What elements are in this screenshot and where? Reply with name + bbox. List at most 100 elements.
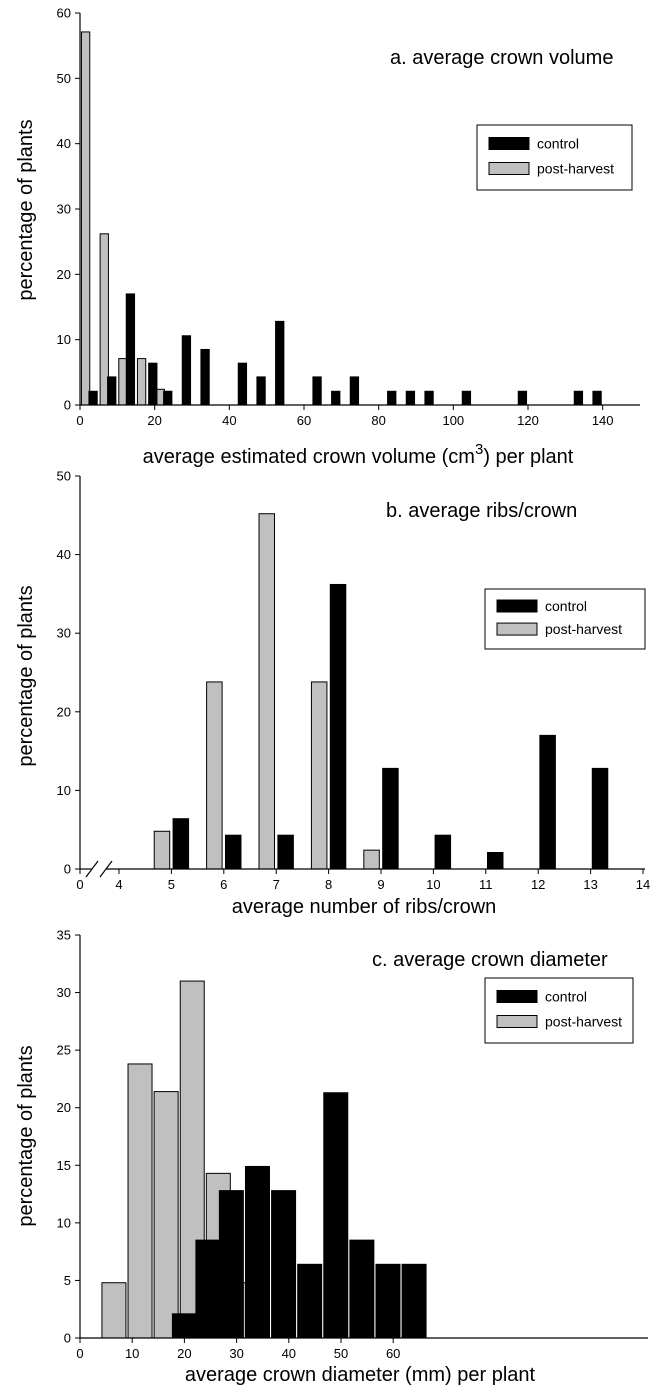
- control-bar: [256, 376, 266, 406]
- control-bar: [297, 1263, 323, 1339]
- x-tick-label: 80: [371, 413, 385, 428]
- control-bar: [312, 376, 322, 406]
- control-bar: [387, 390, 397, 406]
- x-tick-label: 60: [386, 1346, 400, 1361]
- post-harvest-legend-swatch: [496, 1015, 538, 1028]
- x-tick-label: 14: [636, 877, 650, 892]
- x-tick-label: 140: [592, 413, 614, 428]
- post-harvest-bar: [258, 513, 276, 870]
- x-tick-label: 40: [282, 1346, 296, 1361]
- control-bar: [349, 1239, 375, 1339]
- legend: control post-harvest: [476, 124, 633, 191]
- control-bar: [329, 583, 347, 870]
- post-harvest-legend-label: post-harvest: [545, 1014, 622, 1030]
- x-tick-label: 6: [220, 877, 227, 892]
- control-bar: [592, 390, 602, 406]
- x-tick-label: 20: [177, 1346, 191, 1361]
- y-tick-label: 0: [64, 862, 71, 877]
- control-bar: [181, 335, 192, 406]
- post-harvest-bar: [136, 358, 147, 406]
- post-harvest-legend-swatch: [488, 162, 530, 175]
- post-harvest-legend-label: post-harvest: [537, 161, 614, 177]
- x-tick-label: 13: [583, 877, 597, 892]
- control-legend-label: control: [545, 598, 587, 614]
- chart-panel-3: 0 5 10 15 20 25 30 35 0 10 20 30 40 50 60 c. average cr…: [15, 928, 648, 1386]
- y-tick-label: 10: [57, 783, 71, 798]
- control-bar: [244, 1165, 270, 1339]
- chart-panel-2: 0 10 20 30 40 50 0 4 5 6 7 8 9 10 11 12 13 14 b. average r…: [15, 469, 650, 919]
- chart-panel-1: 0 10 20 30 40 50 60 0 20 40 60 80 100 120 140 a. averag…: [15, 6, 640, 468]
- legend: control post-harvest: [484, 977, 634, 1044]
- post-harvest-bar: [80, 31, 91, 406]
- x-tick-label: 40: [222, 413, 236, 428]
- x-tick-label: 0: [76, 877, 83, 892]
- x-tick-label: 5: [168, 877, 175, 892]
- x-tick-label: 0: [76, 1346, 83, 1361]
- axis-break-mark: [99, 860, 113, 878]
- control-bar: [486, 851, 504, 870]
- control-bar: [401, 1263, 427, 1339]
- x-axis-label: average estimated crown volume (cm3) per…: [143, 441, 574, 468]
- control-legend-swatch: [488, 137, 530, 150]
- control-bar: [224, 834, 242, 870]
- y-tick-label: 50: [57, 469, 71, 484]
- y-tick-label: 25: [57, 1043, 71, 1058]
- chart-title: a. average crown volume: [390, 47, 613, 69]
- post-harvest-bar: [101, 1282, 127, 1339]
- x-tick-label: 11: [479, 877, 493, 892]
- control-bar: [573, 390, 584, 406]
- x-axis-label-main: average estimated crown volume (cm: [143, 446, 475, 468]
- control-bar: [107, 376, 117, 406]
- y-tick-label: 30: [57, 985, 71, 1000]
- control-legend-label: control: [545, 989, 587, 1005]
- control-legend-label: control: [537, 136, 579, 152]
- x-tick-label: 4: [115, 877, 122, 892]
- x-tick-label: 20: [147, 413, 161, 428]
- control-bar: [375, 1263, 401, 1339]
- y-tick-label: 20: [57, 704, 71, 719]
- control-bar: [517, 390, 528, 406]
- control-bar: [277, 834, 294, 870]
- post-harvest-bar: [153, 830, 171, 870]
- y-tick-label: 0: [64, 398, 71, 413]
- y-tick-label: 5: [64, 1273, 71, 1288]
- control-bar: [405, 390, 416, 406]
- control-bar: [539, 734, 556, 870]
- post-harvest-bar: [310, 681, 328, 870]
- y-axis-label: percentage of plants: [15, 119, 37, 300]
- x-tick-label: 10: [426, 877, 440, 892]
- post-harvest-legend-swatch: [496, 622, 538, 636]
- x-tick-label: 100: [442, 413, 464, 428]
- post-harvest-legend-label: post-harvest: [545, 621, 622, 637]
- x-tick-label: 10: [125, 1346, 139, 1361]
- x-tick-label: 120: [517, 413, 539, 428]
- control-bar: [200, 348, 210, 406]
- y-tick-label: 15: [57, 1158, 71, 1173]
- y-tick-label: 10: [57, 332, 71, 347]
- control-bar: [271, 1190, 297, 1339]
- x-axis-label: average number of ribs/crown: [232, 896, 497, 918]
- x-tick-label: 50: [334, 1346, 348, 1361]
- x-tick-label: 0: [76, 413, 83, 428]
- y-tick-label: 10: [57, 1215, 71, 1230]
- chart-title: c. average crown diameter: [372, 949, 608, 971]
- control-bar: [349, 376, 360, 406]
- y-tick-label: 40: [57, 136, 71, 151]
- y-tick-label: 30: [57, 202, 71, 217]
- control-bar: [461, 390, 472, 406]
- x-axis-label-tail: ) per plant: [483, 446, 573, 468]
- legend-box: [484, 977, 634, 1044]
- control-legend-swatch: [496, 990, 538, 1003]
- y-tick-label: 35: [57, 928, 71, 943]
- x-tick-label: 12: [531, 877, 545, 892]
- control-bar: [195, 1239, 221, 1339]
- x-tick-label: 9: [377, 877, 384, 892]
- control-bar: [424, 390, 434, 406]
- x-tick-label: 7: [273, 877, 280, 892]
- y-tick-label: 0: [64, 1331, 71, 1346]
- y-tick-label: 40: [57, 547, 71, 562]
- control-bar: [125, 293, 136, 406]
- x-axis-label: average crown diameter (mm) per plant: [185, 1364, 536, 1386]
- control-bar: [148, 362, 158, 406]
